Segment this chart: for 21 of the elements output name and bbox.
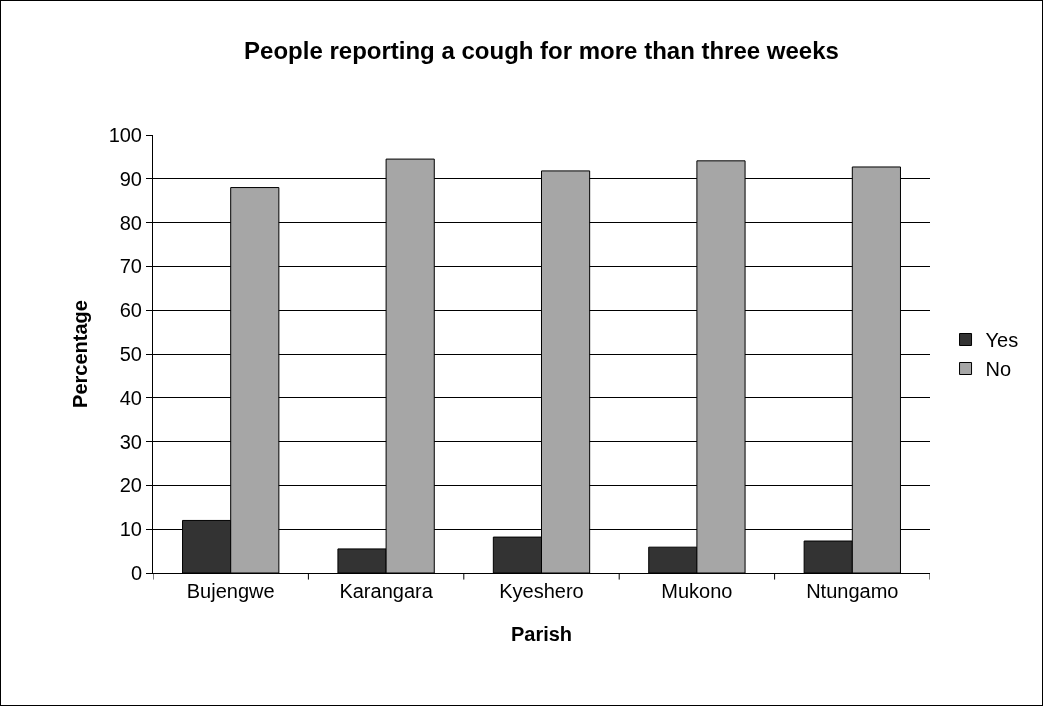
legend-label: Yes	[985, 329, 1019, 352]
y-tick-label: 40	[119, 386, 142, 409]
y-tick-label: 10	[119, 518, 142, 541]
x-tick-label: Bujengwe	[186, 580, 275, 602]
y-tick-label: 70	[119, 255, 142, 278]
x-tick-label: Ntungamo	[806, 580, 899, 602]
y-tick-label: 60	[119, 299, 142, 322]
x-axis-title: Parish	[510, 622, 573, 645]
y-tick-label: 30	[119, 430, 142, 453]
x-tick-label: Kyeshero	[499, 580, 584, 602]
y-tick-label: 100	[108, 124, 142, 146]
legend-label: No	[985, 358, 1012, 381]
y-tick-label: 90	[119, 167, 142, 190]
y-tick-label: 0	[130, 562, 142, 584]
chart-title: People reporting a cough for more than three weeks	[244, 36, 839, 64]
y-axis-title: Percentage	[69, 300, 92, 408]
x-tick-label: Mukono	[661, 580, 733, 602]
y-tick-label: 50	[119, 343, 142, 365]
x-tick-label: Karangara	[339, 580, 434, 602]
y-tick-label: 80	[119, 211, 142, 234]
y-tick-label: 20	[119, 474, 142, 497]
